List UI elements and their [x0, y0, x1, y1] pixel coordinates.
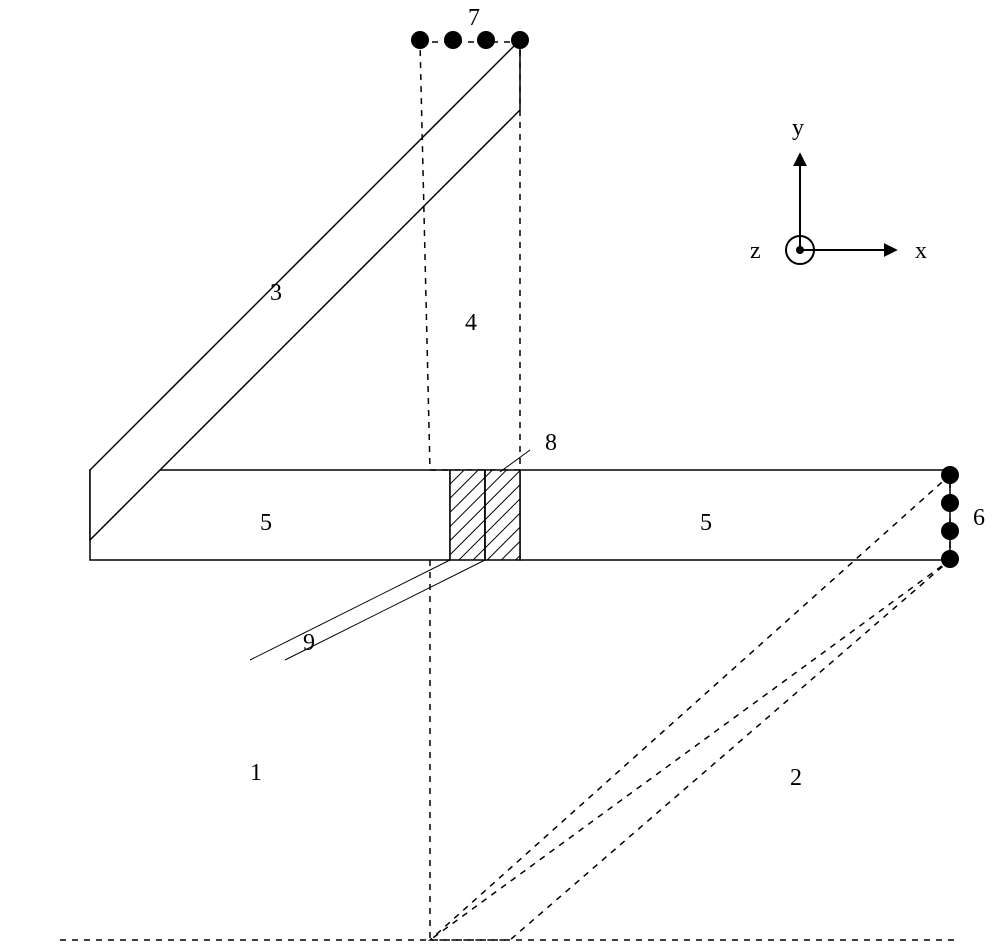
label-l8: 8 — [545, 430, 557, 456]
label-l4: 4 — [465, 310, 477, 336]
leader-8 — [500, 450, 530, 472]
hatched-block-2 — [485, 470, 520, 560]
label-l1: 1 — [250, 760, 262, 786]
node-right-4 — [941, 550, 959, 568]
node-top-2 — [444, 31, 462, 49]
label-lz: z — [750, 238, 761, 264]
node-top-1 — [411, 31, 429, 49]
label-l2: 2 — [790, 765, 802, 791]
node-right-2 — [941, 494, 959, 512]
node-right-1 — [941, 466, 959, 484]
label-l9: 9 — [303, 630, 315, 656]
label-l3: 3 — [270, 280, 282, 306]
label-l7: 7 — [468, 5, 480, 31]
leader9_a — [250, 560, 450, 660]
bar-right — [520, 470, 950, 560]
node-top-3 — [477, 31, 495, 49]
label-lx: x — [915, 238, 927, 264]
beam-upper-left — [90, 40, 520, 540]
node-right-3 — [941, 522, 959, 540]
label-l5b: 5 — [700, 510, 712, 536]
dashed-lower-outline — [430, 560, 950, 940]
diagram-canvas: 1 2 3 4 5 5 6 7 8 9 x y z — [0, 0, 1000, 951]
node-top-4 — [511, 31, 529, 49]
axis-z-dot — [796, 246, 804, 254]
label-l5a: 5 — [260, 510, 272, 536]
label-ly: y — [792, 115, 804, 141]
label-l6: 6 — [973, 505, 985, 531]
leader9_b — [285, 560, 485, 660]
hatched-block-1 — [450, 470, 485, 560]
